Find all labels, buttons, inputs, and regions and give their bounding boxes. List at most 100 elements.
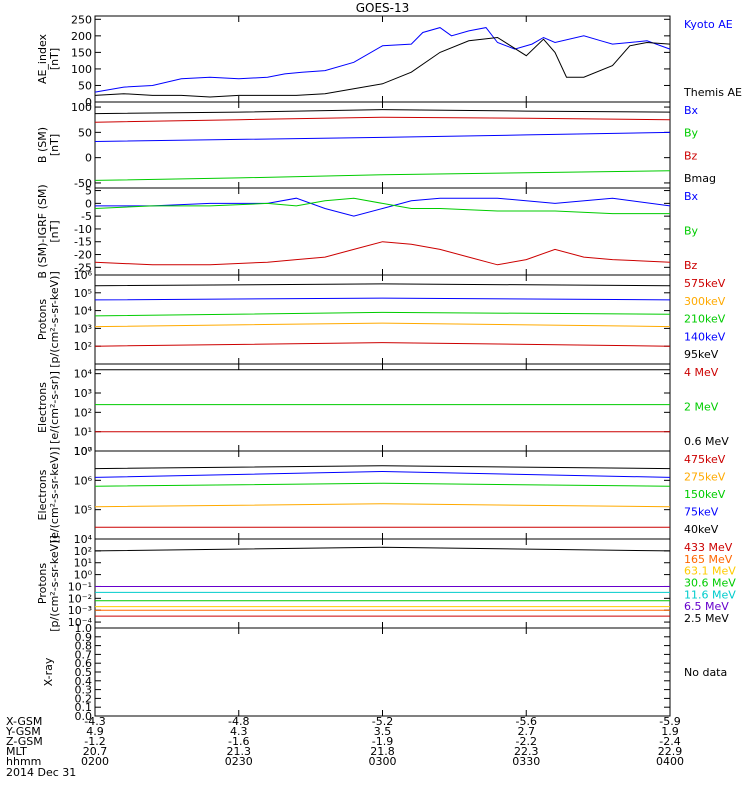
footer-value: -5.2	[372, 715, 393, 728]
legend-entry: Bz	[684, 259, 698, 272]
y-tick-label: 0.6	[75, 657, 93, 670]
y-axis-label: Electrons	[36, 469, 49, 520]
y-tick-label: -20	[74, 249, 92, 262]
legend-entry: Themis AE	[683, 86, 742, 99]
footer-value: 0230	[225, 755, 253, 768]
y-tick-label: -5	[81, 210, 92, 223]
series-line	[94, 322, 671, 328]
footer-value: 3.5	[374, 725, 392, 738]
series-line	[94, 283, 671, 287]
y-tick-label: 10⁻⁴	[68, 616, 93, 629]
footer-value: 1.9	[661, 725, 679, 738]
footer-row-label: hhmm	[6, 755, 41, 768]
y-axis-label: [nT]	[48, 220, 61, 242]
series-line	[94, 503, 671, 508]
footer-value: 0300	[369, 755, 397, 768]
y-tick-label: 0.2	[75, 692, 93, 705]
y-tick-label: 0	[85, 152, 92, 165]
legend-entry: 4 MeV	[684, 366, 719, 379]
y-tick-label: 50	[78, 126, 92, 139]
legend-entry: 275keV	[684, 471, 726, 484]
legend-entry: 63.1 MeV	[684, 565, 736, 578]
panel-5: 10⁴ 10⁵ 10⁶ 10⁷ Electrons [e/(cm²-s-sr-keV)] 4…	[36, 445, 726, 546]
legend-entry: Bx	[684, 104, 699, 117]
legend-entry: Bx	[684, 190, 699, 203]
y-tick-label: 0.1	[75, 701, 93, 714]
y-tick-label: -10	[74, 223, 92, 236]
y-axis-label: B (SM)-IGRF (SM)	[36, 184, 49, 278]
panel-frame	[94, 274, 671, 365]
y-tick-label: 100	[71, 101, 92, 114]
footer-value: 4.3	[230, 725, 248, 738]
y-tick-label: 10⁴	[74, 305, 93, 318]
y-axis-label: [nT]	[48, 134, 61, 156]
y-tick-label: 5	[85, 185, 92, 198]
series-line	[94, 170, 671, 181]
legend-entry: 140keV	[684, 330, 726, 343]
series-line	[94, 109, 671, 115]
footer-value: -2.4	[659, 735, 680, 748]
series-line	[94, 241, 671, 266]
y-tick-label: 0.0	[75, 710, 93, 723]
y-tick-label: 0.5	[75, 666, 93, 679]
no-data-label: No data	[684, 666, 727, 679]
y-axis-label: [e/(cm²-s-sr)]	[48, 371, 61, 444]
y-tick-label: 50	[78, 79, 92, 92]
footer-row-label: X-GSM	[6, 715, 42, 728]
footer-row-label: MLT	[6, 745, 27, 758]
series-line	[94, 116, 671, 123]
y-axis-label: [p/(cm²-s-sr-keV)]	[48, 535, 61, 632]
y-tick-label: 10⁷	[74, 445, 92, 458]
panel-3: 10² 10³ 10⁴ 10⁵ 10⁶ Protons [p/(cm²-s-sr-keV)]…	[36, 269, 726, 368]
series-line	[94, 482, 671, 487]
series-line	[94, 546, 671, 552]
legend-entry: 433 MeV	[684, 541, 733, 554]
y-axis-label: B (SM)	[36, 127, 49, 163]
legend-entry: 11.6 MeV	[684, 588, 736, 601]
y-axis-label: [nT]	[48, 48, 61, 70]
y-tick-label: -50	[74, 177, 92, 190]
footer-value: 4.9	[86, 725, 104, 738]
legend-entry: 6.5 MeV	[684, 600, 729, 613]
y-tick-label: -15	[74, 236, 92, 249]
y-tick-label: 10⁴	[74, 368, 93, 381]
series-line	[94, 36, 671, 98]
panel-2: -25-20-15-10-505 B (SM)-IGRF (SM) [nT] Bx By…	[36, 184, 699, 278]
series-line	[94, 131, 671, 142]
y-tick-label: -25	[74, 261, 92, 274]
y-tick-label: 10⁵	[74, 287, 92, 300]
y-tick-label: 10²	[74, 340, 92, 353]
series-line	[94, 311, 671, 317]
legend-entry: 95keV	[684, 348, 719, 361]
footer-value: 0200	[81, 755, 109, 768]
footer-value: 22.9	[658, 745, 683, 758]
legend-entry: 210keV	[684, 313, 726, 326]
y-tick-label: 10¹	[74, 557, 92, 570]
y-tick-label: 10⁶	[74, 269, 93, 282]
y-tick-label: 10⁴	[74, 533, 93, 546]
footer-value: -2.2	[516, 735, 537, 748]
panel-frame	[94, 363, 671, 452]
y-tick-label: 0.9	[75, 631, 93, 644]
legend-entry: 475keV	[684, 453, 726, 466]
y-tick-label: 0.4	[75, 675, 93, 688]
y-axis-label: Protons	[36, 299, 49, 340]
y-tick-label: 0	[85, 197, 92, 210]
panel-frame	[94, 627, 671, 717]
y-axis-label: [e/(cm²-s-sr-keV)]	[48, 447, 61, 543]
panel-0: 0 50 100 150 200 250 AE_index [nT] Kyoto AE Themi…	[36, 13, 742, 109]
y-tick-label: 0.3	[75, 684, 93, 697]
y-tick-label: 10⁵	[74, 504, 92, 517]
footer-value: -1.2	[84, 735, 105, 748]
y-axis-label: AE_index	[36, 33, 49, 84]
y-tick-label: 10²	[74, 545, 92, 558]
series-line	[94, 470, 671, 478]
y-axis-label: X-ray	[42, 657, 55, 686]
footer-value: 2.7	[518, 725, 536, 738]
legend-entry: 300keV	[684, 295, 726, 308]
footer-value: 21.8	[370, 745, 395, 758]
footer-value: -4.8	[228, 715, 249, 728]
